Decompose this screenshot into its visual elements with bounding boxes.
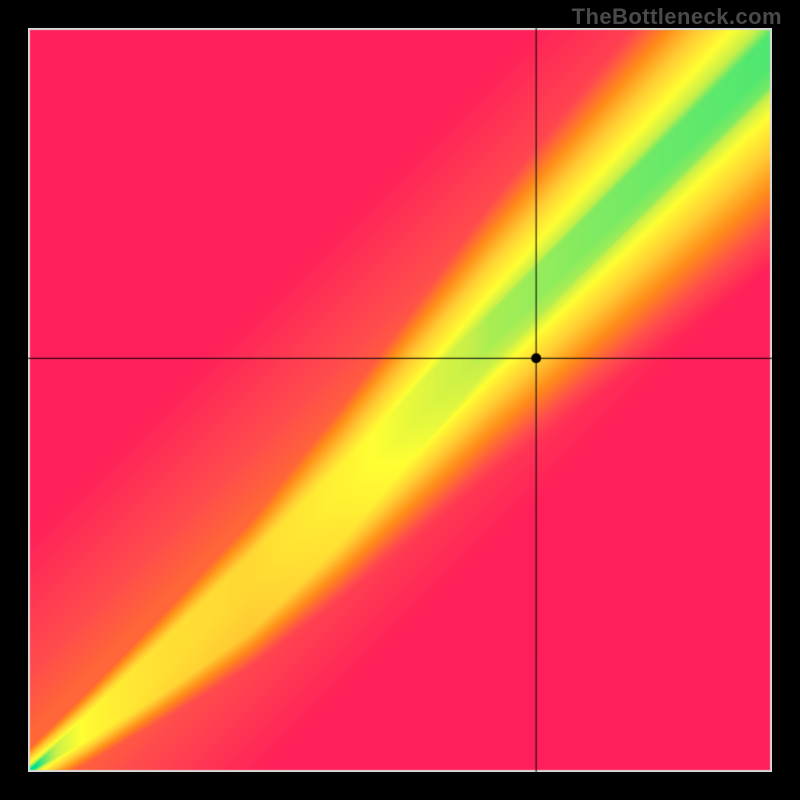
heatmap-canvas <box>28 28 772 772</box>
watermark-text: TheBottleneck.com <box>572 4 782 30</box>
bottleneck-heatmap <box>28 28 772 772</box>
